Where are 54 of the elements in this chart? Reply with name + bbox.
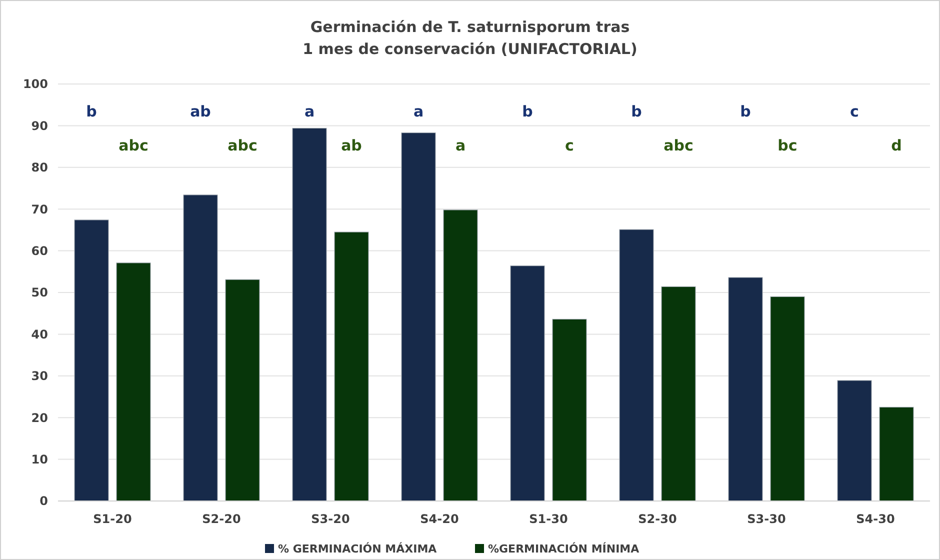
bar xyxy=(619,229,654,502)
bar xyxy=(837,380,872,502)
annotation: abc xyxy=(664,136,694,154)
annotation: ab xyxy=(341,136,362,154)
annotation: b xyxy=(631,102,642,120)
bar xyxy=(334,232,369,502)
x-tick-label: S3-20 xyxy=(311,512,350,526)
annotation: a xyxy=(455,136,466,154)
annotation: ab xyxy=(190,102,212,120)
x-tick-label: S2-30 xyxy=(638,512,677,526)
x-tick-label: S4-20 xyxy=(420,512,459,526)
y-tick-label: 40 xyxy=(31,327,48,342)
bar xyxy=(728,277,763,502)
bar xyxy=(225,279,260,502)
annotation: c xyxy=(850,102,859,120)
annotation: b xyxy=(86,102,98,120)
bar xyxy=(292,128,327,502)
bar xyxy=(661,286,696,502)
x-tick-label: S4-30 xyxy=(856,512,895,526)
x-tick-label: S2-20 xyxy=(202,512,241,526)
annotation: bc xyxy=(778,136,798,154)
annotation: abc xyxy=(118,136,148,154)
bar xyxy=(770,296,805,502)
y-tick-label: 50 xyxy=(31,286,48,300)
y-tick-label: 100 xyxy=(22,77,48,92)
bar xyxy=(552,318,587,502)
legend-label: %GERMINACIÓN MÍNIMA xyxy=(488,542,640,556)
bar xyxy=(74,220,109,502)
bar xyxy=(879,406,914,502)
y-tick-label: 0 xyxy=(40,494,48,508)
y-tick-label: 30 xyxy=(31,369,48,384)
bar xyxy=(401,132,436,502)
annotation: a xyxy=(304,102,315,120)
x-tick-label: S3-30 xyxy=(747,512,786,526)
annotation: b xyxy=(522,102,534,120)
annotation: abc xyxy=(228,136,258,154)
bar xyxy=(510,266,545,502)
y-tick-label: 90 xyxy=(31,118,48,133)
legend-label: % GERMINACIÓN MÁXIMA xyxy=(278,542,438,556)
annotation: c xyxy=(565,136,574,154)
x-tick-label: S1-20 xyxy=(93,512,132,526)
y-tick-label: 10 xyxy=(31,452,48,466)
chart-title: Germinación de T. saturnisporum tras 1 mes de conservación (UNIFACTORIAL) xyxy=(302,18,638,58)
bar xyxy=(183,194,218,502)
y-tick-label: 60 xyxy=(31,244,48,258)
x-tick-label: S1-30 xyxy=(529,512,568,526)
bar xyxy=(443,210,478,502)
y-tick-label: 80 xyxy=(31,160,48,175)
annotation: d xyxy=(891,136,902,154)
y-tick-label: 70 xyxy=(31,202,48,216)
annotation: b xyxy=(740,102,752,120)
y-tick-label: 20 xyxy=(31,410,48,425)
bar xyxy=(116,262,151,502)
annotation: a xyxy=(413,102,424,120)
